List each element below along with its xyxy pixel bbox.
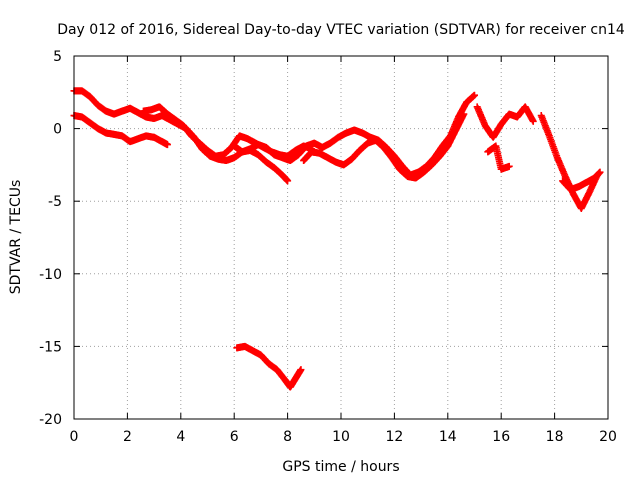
- x-tick-label: 8: [283, 429, 292, 445]
- y-tick-label: -20: [39, 412, 62, 428]
- series-track-g: [484, 142, 513, 173]
- data-point: [297, 366, 305, 374]
- x-tick-label: 0: [70, 429, 79, 445]
- y-axis-label: SDTVAR / TECUs: [8, 180, 24, 295]
- series-track-c: [139, 103, 316, 160]
- x-tick-label: 16: [492, 429, 510, 445]
- y-tick-label: -10: [39, 267, 62, 283]
- data-point: [596, 168, 604, 176]
- data-point: [529, 117, 537, 125]
- series-track-h: [537, 112, 601, 212]
- data-point: [460, 110, 468, 118]
- x-tick-label: 12: [385, 429, 403, 445]
- data-point: [284, 177, 292, 185]
- chart-title: Day 012 of 2016, Sidereal Day-to-day VTE…: [57, 22, 625, 38]
- series-track-b: [70, 112, 171, 149]
- tick-labels: 0 2 4 6 8 10 12 14 16 18 20 5 0 -5 -10 -15 -20: [39, 49, 617, 445]
- y-tick-label: -15: [39, 339, 62, 355]
- series-track-e: [300, 110, 468, 182]
- grid: [74, 56, 608, 419]
- series-track-i: [559, 168, 604, 194]
- axis-ticks: [73, 55, 609, 420]
- x-tick-label: 20: [599, 429, 617, 445]
- data-point: [471, 91, 478, 99]
- series-track-f: [473, 103, 537, 141]
- x-tick-label: 6: [230, 429, 239, 445]
- x-tick-label: 10: [332, 429, 350, 445]
- x-tick-label: 14: [439, 429, 457, 445]
- x-axis-label: GPS time / hours: [282, 459, 399, 475]
- x-tick-label: 18: [546, 429, 564, 445]
- data-point: [505, 162, 513, 170]
- data-points: [70, 87, 604, 391]
- x-tick-label: 2: [123, 429, 132, 445]
- series-track-j: [233, 342, 305, 391]
- series-track-a: [70, 87, 292, 185]
- data-point: [163, 141, 171, 149]
- y-tick-label: -5: [48, 194, 62, 210]
- x-tick-label: 4: [176, 429, 185, 445]
- y-tick-label: 5: [53, 49, 62, 65]
- y-tick-label: 0: [53, 122, 62, 138]
